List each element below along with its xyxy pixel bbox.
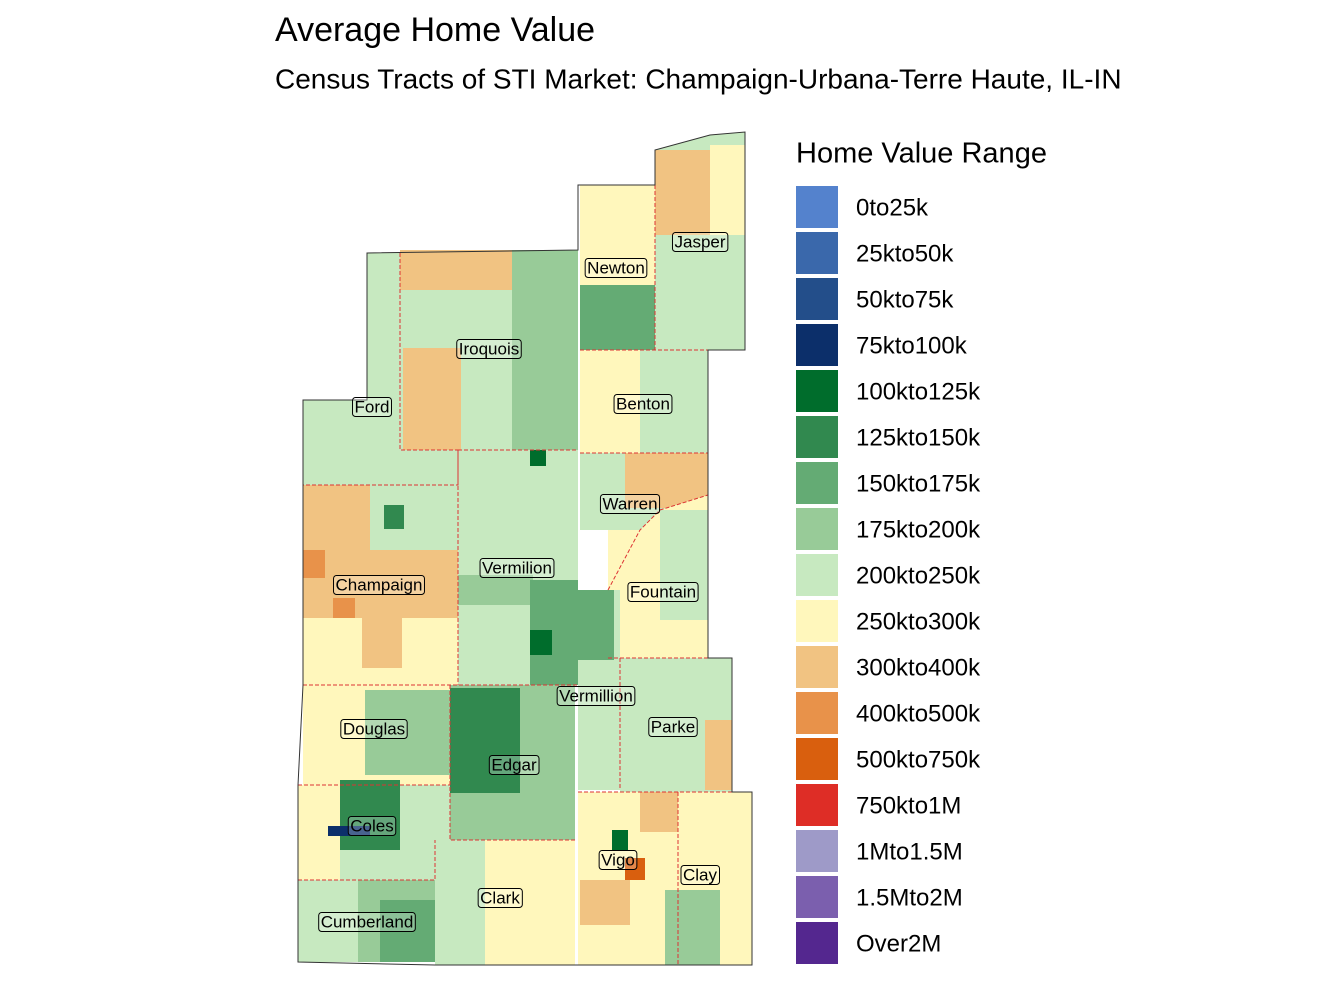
county-label-box <box>599 493 661 514</box>
legend-label: 50kto75k <box>856 286 954 313</box>
county-label-box <box>680 864 721 885</box>
county-label: Clark <box>480 888 520 907</box>
legend-swatch <box>796 830 838 872</box>
legend-label: 175kto200k <box>856 516 981 543</box>
legend-swatch <box>796 508 838 550</box>
legend: 0to25k 25kto50k 50kto75k 75kto100k 100kto125… <box>796 186 981 964</box>
legend-label: 200kto250k <box>856 562 981 589</box>
county-labels: Jasper Newton Iroquois Ford Benton Warren Verm… <box>318 231 729 932</box>
county-label-box <box>456 338 522 359</box>
county-label: Warren <box>602 494 657 513</box>
legend-swatch <box>796 692 838 734</box>
county-label: Newton <box>587 258 645 277</box>
county-label-box <box>488 754 540 775</box>
county-label: Cumberland <box>321 912 414 931</box>
legend-label: 1.5Mto2M <box>856 884 963 911</box>
legend-label: 75kto100k <box>856 332 968 359</box>
legend-label: Over2M <box>856 930 941 957</box>
legend-label: 25kto50k <box>856 240 954 267</box>
county-label: Clay <box>683 865 718 884</box>
county-label: Vermilion <box>482 558 552 577</box>
legend-label: 150kto175k <box>856 470 981 497</box>
legend-swatch <box>796 370 838 412</box>
legend-swatch <box>796 186 838 228</box>
legend-title: Home Value Range <box>796 138 1047 170</box>
legend-swatch <box>796 554 838 596</box>
legend-swatch <box>796 784 838 826</box>
county-label-box <box>613 393 673 414</box>
legend-swatch <box>796 278 838 320</box>
legend-swatch <box>796 738 838 780</box>
county-label: Edgar <box>491 755 537 774</box>
map <box>297 131 753 966</box>
legend-swatch <box>796 876 838 918</box>
county-label: Vigo <box>601 850 635 869</box>
legend-swatch <box>796 232 838 274</box>
legend-swatch <box>796 600 838 642</box>
county-label-box <box>340 718 408 739</box>
legend-swatch <box>796 416 838 458</box>
county-label-box <box>584 257 648 278</box>
legend-label: 0to25k <box>856 194 929 221</box>
legend-swatch <box>796 646 838 688</box>
legend-label: 100kto125k <box>856 378 981 405</box>
legend-swatch <box>796 462 838 504</box>
county-label-box <box>556 685 636 706</box>
county-label: Douglas <box>343 719 405 738</box>
county-label: Parke <box>651 717 695 736</box>
county-label-box <box>347 815 397 836</box>
legend-label: 300kto400k <box>856 654 981 681</box>
legend-label: 1Mto1.5M <box>856 838 963 865</box>
legend-label: 750kto1M <box>856 792 961 819</box>
county-label: Fountain <box>630 582 696 601</box>
county-label-box <box>671 231 729 252</box>
title: Average Home Value <box>275 11 595 49</box>
county-label-box <box>352 396 392 417</box>
county-label-box <box>598 849 638 870</box>
legend-label: 500kto750k <box>856 746 981 773</box>
county-label: Coles <box>350 816 393 835</box>
legend-swatch <box>796 922 838 964</box>
county-label-box <box>648 716 698 737</box>
county-label-box <box>333 574 425 595</box>
legend-swatch <box>796 324 838 366</box>
county-label-box <box>479 557 555 578</box>
legend-label: 125kto150k <box>856 424 981 451</box>
county-label: Jasper <box>674 232 725 251</box>
county-label: Vermillion <box>559 686 633 705</box>
legend-label: 400kto500k <box>856 700 981 727</box>
legend-label: 250kto300k <box>856 608 981 635</box>
county-label-box <box>477 887 523 908</box>
subtitle: Census Tracts of STI Market: Champaign-U… <box>275 63 1122 94</box>
county-label: Ford <box>355 397 390 416</box>
county-label: Iroquois <box>459 339 519 358</box>
county-label-box <box>318 911 416 932</box>
county-label: Benton <box>616 394 670 413</box>
county-label: Champaign <box>336 575 423 594</box>
county-label-box <box>627 581 699 602</box>
